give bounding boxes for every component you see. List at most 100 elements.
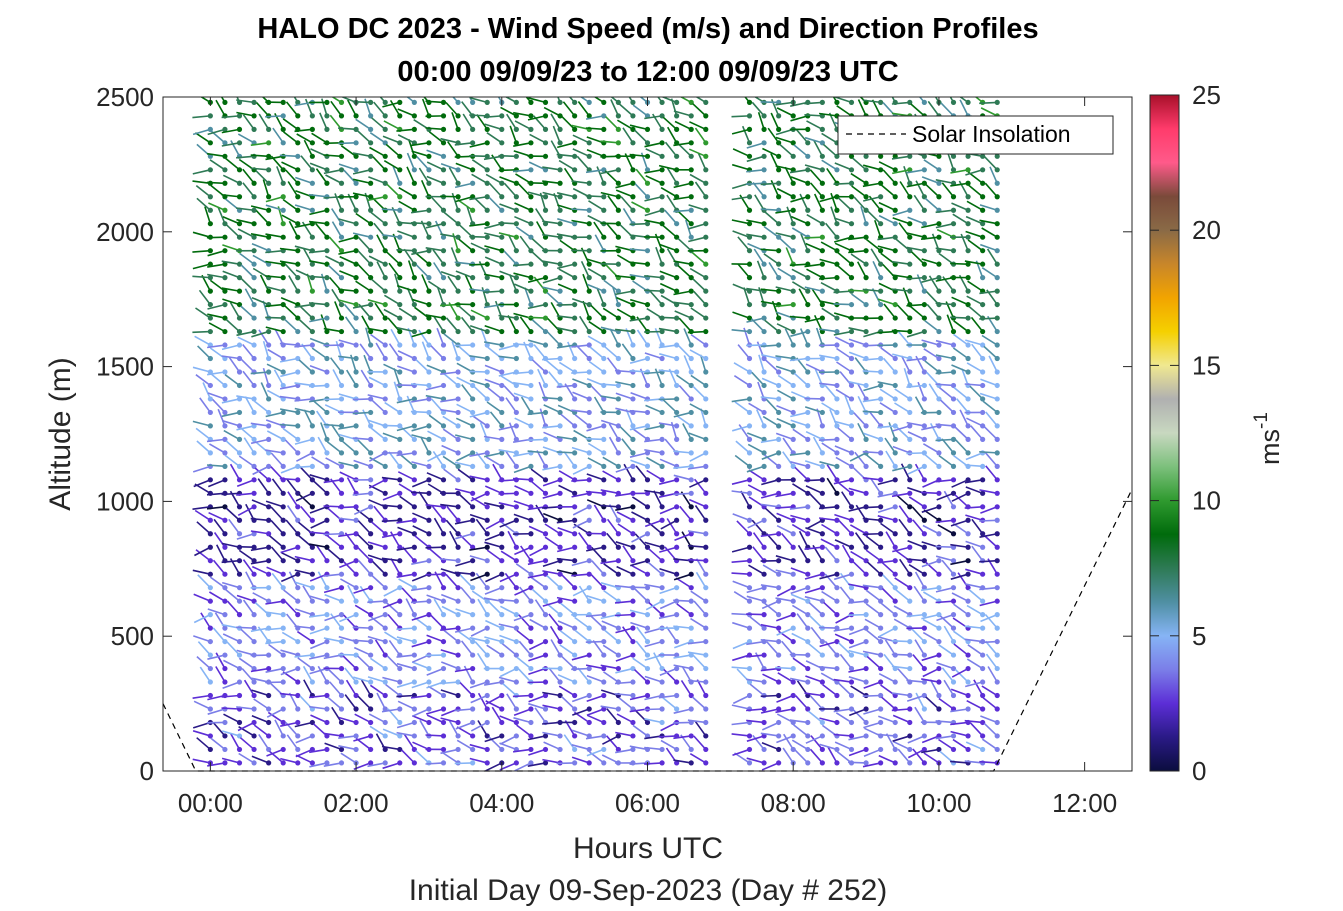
wind-barb-shaft [731,115,750,118]
wind-barb-dot [878,625,884,631]
wind-barb-shaft [629,586,648,589]
wind-barb-dot [426,301,432,308]
wind-barb-dot [411,760,417,766]
wind-barb-shaft [790,330,808,337]
wind-barb-dot [397,544,403,550]
wind-barb-shaft [587,214,605,225]
wind-barb-shaft [440,568,459,575]
wind-barb-dot [805,167,811,173]
wind-barb-dot [368,504,374,510]
wind-barb-shaft [848,236,867,241]
wind-barb-dot [703,153,709,159]
wind-barb-shaft [760,639,779,643]
wind-barb-shaft [776,107,794,117]
wind-barb-dot [309,234,315,240]
wind-barb-dot [251,746,257,753]
wind-barb-dot [863,423,869,429]
wind-barb-shaft [586,708,605,716]
wind-barb-dot [353,167,359,173]
wind-barb-dot [207,355,213,362]
wind-barb-shaft [833,330,852,336]
wind-barb-dot [368,180,374,186]
wind-barb-shaft [732,694,750,705]
wind-barb-shaft [338,299,357,306]
wind-barb-shaft [323,573,342,577]
wind-barb-dot [309,585,315,591]
wind-barb-dot [528,288,534,294]
wind-barb-shaft [213,532,226,548]
wind-barb-shaft [501,643,517,656]
wind-barb-dot [659,234,665,240]
wind-barb-dot [674,423,680,429]
wind-barb-dot [790,558,796,564]
wind-barb-shaft [679,505,692,521]
wind-barb-shaft [921,654,940,662]
wind-barb-shaft [892,209,911,217]
wind-barb-shaft [596,287,605,305]
wind-barb-dot [236,221,243,227]
wind-barb-shaft [673,735,692,740]
wind-barb-shaft [586,748,605,757]
wind-barb-shaft [192,505,211,510]
wind-barb-dot [950,248,957,254]
wind-barb-dot [921,760,927,766]
wind-barb-dot [586,396,592,402]
wind-barb-shaft [223,713,240,724]
wind-barb-dot [353,706,359,712]
wind-barb-shaft [747,443,765,454]
wind-barb-shaft [542,233,561,238]
wind-barb-shaft [914,396,926,413]
wind-barb-shaft [204,206,212,224]
wind-barb-dot [280,382,286,389]
wind-barb-dot [601,679,607,685]
wind-barb-shaft [634,533,649,548]
wind-barb-dot [863,679,869,685]
wind-barb-dot [703,234,709,240]
wind-barb-shaft [394,273,401,292]
wind-barb-dot [295,558,301,564]
wind-barb-dot [382,248,388,254]
wind-barb-shaft [352,232,371,238]
wind-barb-dot [615,396,621,402]
wind-barb-dot [251,275,257,281]
wind-barb-shaft [293,97,299,103]
wind-barb-shaft [573,429,590,441]
wind-barb-dot [834,207,840,213]
wind-barb-shaft [454,571,473,575]
wind-barb-shaft [557,218,575,225]
wind-barb-shaft [776,586,794,597]
wind-barb-shaft [806,120,823,131]
wind-barb-dot [834,167,840,173]
wind-barb-shaft [818,112,838,117]
wind-barb-shaft [761,377,779,387]
wind-barb-shaft [518,668,532,683]
wind-barb-shaft [367,195,386,202]
wind-barb-shaft [615,748,634,754]
wind-barb-dot [848,679,855,685]
wind-barb-dot [644,409,651,416]
wind-barb-shaft [515,226,532,238]
wind-barb-shaft [827,746,838,764]
wind-barb-shaft [848,338,867,346]
wind-barb-dot [513,517,519,523]
wind-barb-shaft [941,559,955,575]
wind-barb-dot [907,760,913,766]
wind-barb-shaft [500,550,517,562]
wind-barb-dot [892,301,898,308]
wind-barb-dot [586,221,592,227]
wind-barb-dot [674,369,680,375]
wind-barb-dot [703,382,709,389]
wind-barb-shaft [921,425,940,431]
wind-barb-shaft [498,371,517,377]
wind-barb-dot [455,396,461,402]
wind-barb-dot [266,355,272,362]
wind-barb-dot [222,301,228,308]
wind-barb-shaft [644,694,663,701]
wind-barb-shaft [396,731,415,737]
wind-barb-dot [397,638,403,645]
wind-barb-dot [484,612,490,618]
wind-barb-dot [484,504,490,510]
wind-barb-shaft [760,623,779,629]
wind-barb-dot [688,733,694,739]
wind-barb-dot [848,423,855,429]
